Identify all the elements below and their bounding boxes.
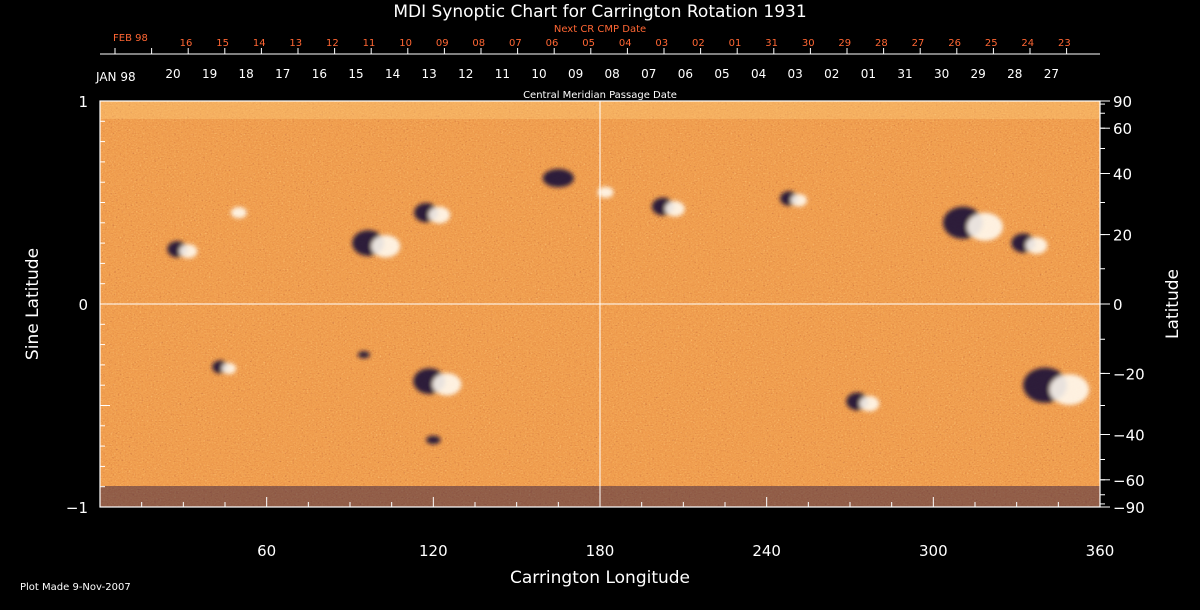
y-left-tick-label: 0 <box>78 296 88 314</box>
cmp-date-label: 13 <box>422 67 437 81</box>
next-cmp-date-label: 25 <box>985 38 998 49</box>
next-cmp-date-label: 13 <box>289 38 302 49</box>
cmp-date-label: 16 <box>312 67 327 81</box>
x-tick-label: 60 <box>257 542 276 560</box>
y-right-tick-label: −90 <box>1113 499 1145 517</box>
active-region-positive-lobe <box>1025 237 1048 254</box>
x-tick-label: 120 <box>419 542 448 560</box>
active-region-positive-lobe <box>432 373 462 396</box>
y-right-tick-label: −60 <box>1113 472 1145 490</box>
y-left-tick-label: 1 <box>78 93 88 111</box>
next-cmp-date-label: 23 <box>1058 38 1071 49</box>
next-cmp-date-label: 06 <box>546 38 559 49</box>
x-axis-title: Carrington Longitude <box>510 568 690 588</box>
next-cmp-date-label: 12 <box>326 38 339 49</box>
next-cmp-month-label: FEB 98 <box>113 33 148 44</box>
active-region-negative <box>426 435 441 445</box>
y-right-axis-title: Latitude <box>1163 269 1183 339</box>
x-tick-label: 360 <box>1086 542 1115 560</box>
cmp-date-label: 04 <box>751 67 766 81</box>
cmp-date-label: 06 <box>678 67 693 81</box>
y-right-tick-label: −40 <box>1113 426 1145 444</box>
next-cmp-date-label: 04 <box>619 38 632 49</box>
cmp-date-axis: JAN 98 20 19 18 17 16 15 14 13 12 11 10 09 08 07 06 05 0… <box>95 67 1059 101</box>
next-cmp-date-label: 11 <box>363 38 376 49</box>
y-right-tick-label: −20 <box>1113 365 1145 383</box>
y-right-tick-label: 0 <box>1113 296 1123 314</box>
x-tick-label: 240 <box>752 542 781 560</box>
next-cmp-date-label: 09 <box>436 38 449 49</box>
y-right-tick-label: 90 <box>1113 93 1132 111</box>
active-region-positive <box>230 207 247 219</box>
y-right-tick-label: 60 <box>1113 120 1132 138</box>
active-region-positive-lobe <box>371 235 401 258</box>
plot-made-note: Plot Made 9-Nov-2007 <box>20 582 131 593</box>
cmp-date-label: 05 <box>714 67 729 81</box>
next-cmp-date-label: 10 <box>399 38 412 49</box>
active-region-positive-lobe <box>665 201 685 217</box>
cmp-date-label: 15 <box>348 67 363 81</box>
next-cmp-axis-title: Next CR CMP Date <box>554 24 646 35</box>
active-region-negative <box>542 169 574 188</box>
cmp-date-label: 08 <box>605 67 620 81</box>
cmp-axis-title: Central Meridian Passage Date <box>523 90 677 101</box>
next-cmp-date-label: 08 <box>472 38 485 49</box>
cmp-date-label: 18 <box>239 67 254 81</box>
next-cmp-date-label: 26 <box>948 38 961 49</box>
y-left-tick-label: −1 <box>66 499 88 517</box>
cmp-date-label: 11 <box>495 67 510 81</box>
x-axis: 60 120 180 240 300 360 <box>141 497 1115 560</box>
next-cmp-date-label: 01 <box>729 38 742 49</box>
active-region-positive-lobe <box>967 212 1003 241</box>
cmp-date-label: 14 <box>385 67 400 81</box>
active-region-positive-lobe <box>859 395 880 412</box>
y-left-axis: 1 0 −1 <box>66 93 110 517</box>
next-cmp-date-axis: Next CR CMP Date FEB 98 16 15 14 13 12 11 10 09… <box>100 24 1100 55</box>
cmp-date-label: 12 <box>458 67 473 81</box>
cmp-date-label: 29 <box>971 67 986 81</box>
next-cmp-date-label: 31 <box>765 38 778 49</box>
cmp-date-label: 03 <box>788 67 803 81</box>
cmp-date-label: 27 <box>1044 67 1059 81</box>
cmp-date-label: 28 <box>1007 67 1022 81</box>
cmp-date-label: 30 <box>934 67 949 81</box>
next-cmp-date-label: 24 <box>1021 38 1034 49</box>
cmp-date-label: 07 <box>641 67 656 81</box>
active-region-positive-lobe <box>221 362 237 375</box>
active-region-positive-lobe <box>1049 374 1090 405</box>
next-cmp-date-label: 27 <box>912 38 925 49</box>
y-right-tick-label: 20 <box>1113 227 1132 245</box>
next-cmp-date-label: 16 <box>180 38 193 49</box>
active-region-positive-lobe <box>790 193 808 207</box>
active-region-positive <box>597 186 614 198</box>
next-cmp-date-label: 28 <box>875 38 888 49</box>
next-cmp-date-label: 02 <box>692 38 705 49</box>
next-cmp-date-label: 15 <box>216 38 229 49</box>
cmp-date-label: 17 <box>275 67 290 81</box>
next-cmp-date-label: 30 <box>802 38 815 49</box>
next-cmp-date-label: 29 <box>838 38 851 49</box>
cmp-date-label: 10 <box>531 67 546 81</box>
next-cmp-date-label: 05 <box>582 38 595 49</box>
cmp-date-label: 01 <box>861 67 876 81</box>
cmp-date-label: 31 <box>897 67 912 81</box>
active-region-positive-lobe <box>179 244 198 259</box>
y-right-tick-label: 40 <box>1113 166 1132 184</box>
next-cmp-date-label: 03 <box>655 38 668 49</box>
next-cmp-date-label: 07 <box>509 38 522 49</box>
cmp-date-label: 09 <box>568 67 583 81</box>
next-cmp-date-label: 14 <box>253 38 266 49</box>
active-region-negative <box>357 351 370 359</box>
cmp-month-label: JAN 98 <box>95 70 136 84</box>
x-tick-label: 300 <box>919 542 948 560</box>
cmp-date-label: 02 <box>824 67 839 81</box>
x-tick-label: 180 <box>586 542 615 560</box>
chart-title: MDI Synoptic Chart for Carrington Rotati… <box>393 2 806 22</box>
cmp-date-label: 19 <box>202 67 217 81</box>
active-region-positive-lobe <box>428 206 451 224</box>
cmp-date-label: 20 <box>165 67 180 81</box>
y-right-axis: 90 60 40 20 0 −20 −40 −60 −90 <box>1100 93 1145 517</box>
y-left-axis-title: Sine Latitude <box>23 248 43 360</box>
